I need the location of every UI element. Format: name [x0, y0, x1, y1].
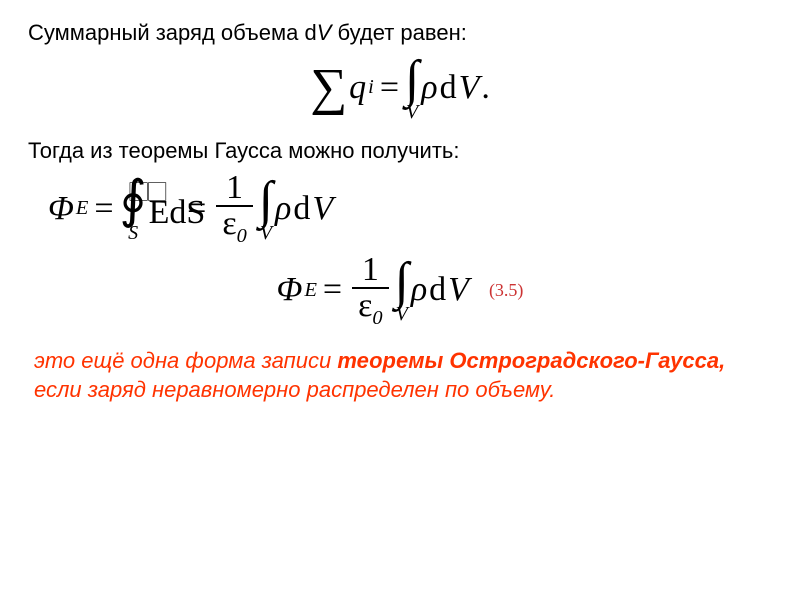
intro-line-2: Тогда из теоремы Гаусса можно получить: [28, 136, 772, 166]
eq1-rho: ρ [421, 69, 437, 107]
eq2-dS: dS [169, 194, 205, 231]
eq3-frac: 1 ε0 [352, 253, 388, 328]
slide-root: Суммарный заряд объема dV будет равен: ∑… [0, 0, 800, 445]
eq2-E: E [149, 194, 170, 231]
intro-line-1b: будет равен: [331, 20, 466, 45]
equation-1: ∑ qi = ∫ V ρdV . [28, 54, 772, 122]
eq3-frac-num: 1 [356, 253, 385, 287]
eq2-frac-num: 1 [220, 171, 249, 205]
oint-symbol: ∮ [120, 175, 147, 227]
eq2-EdS-group: ⃞ ⃞ EdS [149, 190, 181, 228]
eq3-phi: Φ [277, 271, 303, 309]
eq2-frac-den: ε0 [216, 205, 252, 246]
eq2-frac: 1 ε0 [216, 171, 252, 246]
eq1-q: q [349, 69, 366, 107]
equation-3-row: ΦE = 1 ε0 ∫ V ρdV (3.5) [277, 253, 524, 328]
equation-2-row: ΦE = ∮ S ⃞ ⃞ EdS = 1 ε0 ∫ V ρdV [48, 171, 333, 246]
integral-symbol-1: ∫ [405, 54, 419, 106]
intro-line-1: Суммарный заряд объема dV будет равен: [28, 18, 772, 48]
eq3-rho: ρ [411, 271, 427, 309]
eq3-V: V [448, 271, 469, 309]
eq3-eps-sub: 0 [372, 306, 382, 328]
eq3-eps: ε [358, 287, 372, 324]
eq2-V: V [312, 190, 333, 228]
intro-line-1v: V [317, 20, 332, 45]
eq3-number: (3.5) [489, 280, 524, 301]
equation-1-row: ∑ qi = ∫ V ρdV . [310, 54, 490, 122]
eq3-phi-sub: E [304, 279, 316, 302]
eq2-eps-sub: 0 [237, 225, 247, 247]
eq1-period: . [481, 69, 490, 107]
eq2-EdS-text: EdS [149, 194, 206, 232]
eq2-int-v: ∫ V [259, 175, 273, 243]
intro-line-1a: Суммарный заряд объема d [28, 20, 317, 45]
eq2-rho: ρ [275, 190, 291, 228]
eq1-integral: ∫ V [405, 54, 419, 122]
eq2-eps: ε [222, 205, 236, 242]
conclusion-text: это ещё одна форма записи теоремы Острог… [28, 346, 772, 405]
conclusion-b: теоремы Остроградского-Гаусса, [337, 348, 725, 373]
sum-symbol: ∑ [310, 62, 347, 114]
integral-symbol-2: ∫ [259, 175, 273, 227]
eq2-oint: ∮ S [120, 175, 147, 243]
eq2-phi-sub: E [76, 197, 88, 220]
eq3-int-v: ∫ V [395, 256, 409, 324]
conclusion-a: это ещё одна форма записи [34, 348, 337, 373]
eq1-equals: = [376, 69, 403, 107]
eq3-d: d [429, 271, 446, 309]
eq2-eq1: = [90, 190, 117, 228]
eq1-d: d [440, 69, 457, 107]
equation-2: ΦE = ∮ S ⃞ ⃞ EdS = 1 ε0 ∫ V ρdV [48, 171, 772, 246]
eq1-q-sub: i [368, 76, 374, 99]
eq1-V: V [459, 69, 480, 107]
eq2-phi: Φ [48, 190, 74, 228]
eq2-d: d [293, 190, 310, 228]
eq3-eq: = [319, 271, 346, 309]
equation-3: ΦE = 1 ε0 ∫ V ρdV (3.5) [28, 253, 772, 328]
integral-symbol-3: ∫ [395, 256, 409, 308]
conclusion-c: если заряд неравномерно распределен по о… [34, 377, 555, 402]
eq3-frac-den: ε0 [352, 287, 388, 328]
